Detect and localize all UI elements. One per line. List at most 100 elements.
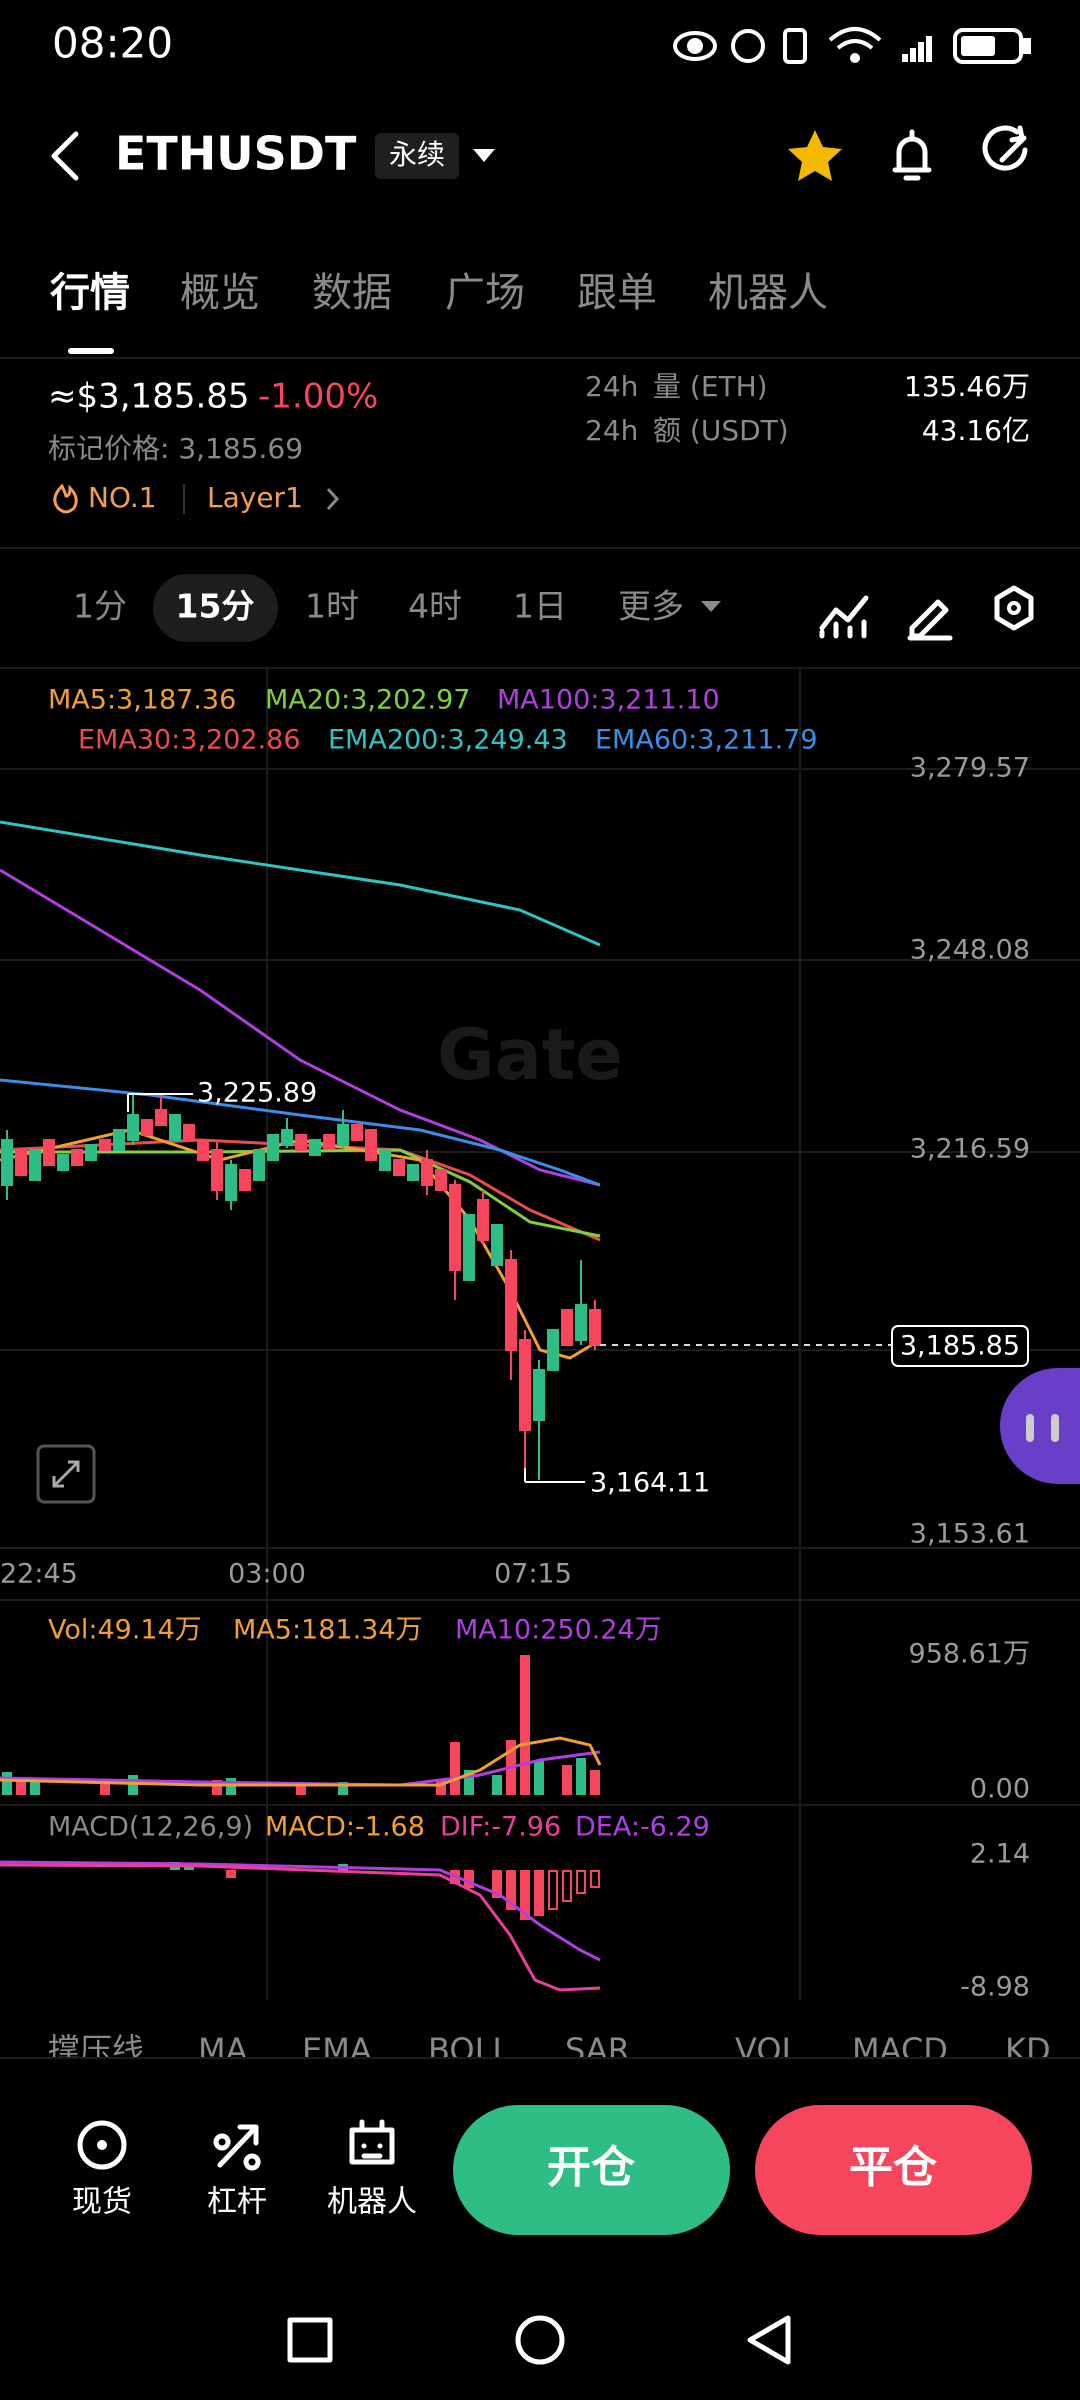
tab[interactable]: 机器人 — [708, 270, 828, 316]
stat-period: 24h — [585, 414, 638, 447]
interval[interactable]: 15分 — [176, 587, 255, 626]
stat-value: 43.16亿 — [922, 414, 1030, 447]
dif-line — [0, 1863, 601, 1992]
volume-ma5 — [0, 1736, 602, 1787]
indicator-value: EMA60:3,211.79 — [595, 725, 818, 756]
tag-bg — [375, 133, 459, 179]
high-label: 3,225.89 — [197, 1078, 317, 1109]
macd-bars-up — [170, 1862, 348, 1870]
macd-value: DIF:-7.96 — [440, 1812, 561, 1843]
back-nav-button[interactable] — [747, 2315, 791, 2365]
macd-value: DEA:-6.29 — [575, 1812, 710, 1843]
macd-value: MACD:-1.68 — [265, 1812, 425, 1843]
nav-label[interactable]: 机器人 — [327, 2185, 417, 2220]
status-icons — [673, 27, 1031, 64]
alert-bell[interactable] — [892, 129, 932, 181]
ma100-line — [0, 868, 601, 1187]
symbol-dropdown[interactable] — [473, 149, 495, 162]
settings-dot — [1007, 601, 1021, 615]
stat-label: 额 (USDT) — [653, 414, 789, 447]
close-label: 平仓 — [849, 2142, 938, 2193]
back-button[interactable] — [51, 131, 79, 181]
hot-icon — [53, 483, 78, 514]
indicator-value: EMA200:3,249.43 — [328, 725, 568, 756]
nav-label[interactable]: 现货 — [72, 2185, 132, 2220]
interval[interactable]: 1时 — [305, 587, 359, 626]
expand-icon — [52, 1460, 80, 1488]
volume-value: MA10:250.24万 — [455, 1615, 662, 1646]
sector[interactable]: Layer1 — [207, 481, 303, 514]
interval[interactable]: 1分 — [73, 587, 127, 626]
interval-selected-bg — [153, 574, 278, 642]
draw-button[interactable] — [907, 599, 953, 641]
contract-tag[interactable]: 永续 — [389, 138, 445, 171]
last-price-label: 3,185.85 — [900, 1331, 1020, 1362]
tab[interactable]: 广场 — [445, 270, 525, 316]
interval-more[interactable]: 更多 — [618, 587, 684, 626]
watermark: Gate — [437, 1014, 623, 1096]
expand-button[interactable] — [36, 1444, 96, 1504]
spot-icon-dot — [97, 2140, 107, 2150]
macd-value: MACD(12,26,9) — [48, 1812, 253, 1843]
volume-tick: 958.61万 — [909, 1639, 1030, 1670]
time-tick: 22:45 — [0, 1559, 78, 1590]
interval[interactable]: 4时 — [408, 587, 462, 626]
sector-chevron — [326, 487, 340, 511]
indicator-button[interactable] — [819, 595, 869, 639]
stat-value: 135.46万 — [904, 370, 1030, 403]
rank: NO.1 — [88, 481, 157, 514]
macd-tick: 2.14 — [970, 1839, 1030, 1870]
interval[interactable]: 1日 — [513, 587, 567, 626]
price-tick: 3,216.59 — [910, 1134, 1030, 1165]
home-button[interactable] — [515, 2315, 565, 2365]
recents-button[interactable] — [287, 2317, 333, 2363]
candles-down — [15, 1096, 601, 1470]
time-tick: 03:00 — [228, 1559, 306, 1590]
volume-value: Vol:49.14万 — [48, 1615, 202, 1646]
dea-line — [0, 1860, 601, 1962]
stats: 24h 量 (ETH) 135.46万 24h 额 (USDT) 43.16亿 — [585, 370, 1030, 447]
price-tick: 3,279.57 — [910, 753, 1030, 784]
open-label: 开仓 — [547, 2142, 636, 2193]
indicator-value: MA100:3,211.10 — [497, 685, 720, 716]
mark-price: 标记价格: 3,185.69 — [48, 432, 303, 465]
high-marker — [127, 1093, 193, 1112]
tabs: 行情 概览 数据 广场 跟单 机器人 — [50, 270, 828, 316]
favorite-star[interactable] — [788, 130, 842, 181]
price-tick: 3,153.61 — [910, 1519, 1030, 1550]
tab-indicator — [68, 348, 114, 354]
assistant-bubble[interactable] — [1000, 1368, 1080, 1484]
close-button[interactable] — [755, 2105, 1032, 2235]
price-tick: 3,248.08 — [910, 935, 1030, 966]
nav-label[interactable]: 杠杆 — [207, 2185, 267, 2220]
macd-bars-down — [226, 1870, 544, 1920]
more-caret — [701, 601, 721, 612]
tab[interactable]: 数据 — [312, 270, 392, 316]
ma20-line — [0, 1148, 601, 1238]
symbol: ETHUSDT — [115, 127, 357, 181]
stat-label: 量 (ETH) — [653, 370, 768, 403]
settings-button[interactable] — [994, 585, 1034, 631]
tab[interactable]: 跟单 — [577, 270, 657, 316]
indicator-value: EMA30:3,202.86 — [78, 725, 301, 756]
ma-legend: MA5:3,187.36 MA20:3,202.97 MA100:3,211.1… — [48, 685, 818, 756]
tab[interactable]: 概览 — [180, 270, 260, 316]
volume-tick: 0.00 — [970, 1774, 1030, 1805]
bot-icon — [349, 2119, 395, 2165]
open-button[interactable] — [453, 2105, 730, 2235]
assistant-eyes — [1026, 1414, 1059, 1442]
indicator-value: MA20:3,202.97 — [265, 685, 470, 716]
margin-icon — [213, 2124, 261, 2171]
indicator-value: MA5:3,187.36 — [48, 685, 236, 716]
stat-period: 24h — [585, 370, 638, 403]
macd-tick: -8.98 — [960, 1972, 1030, 2003]
candles-up — [1, 1095, 587, 1480]
share-button[interactable] — [982, 125, 1028, 171]
ema200-line — [0, 820, 601, 947]
tab[interactable]: 行情 — [50, 270, 130, 316]
price-change: -1.00% — [258, 377, 378, 417]
